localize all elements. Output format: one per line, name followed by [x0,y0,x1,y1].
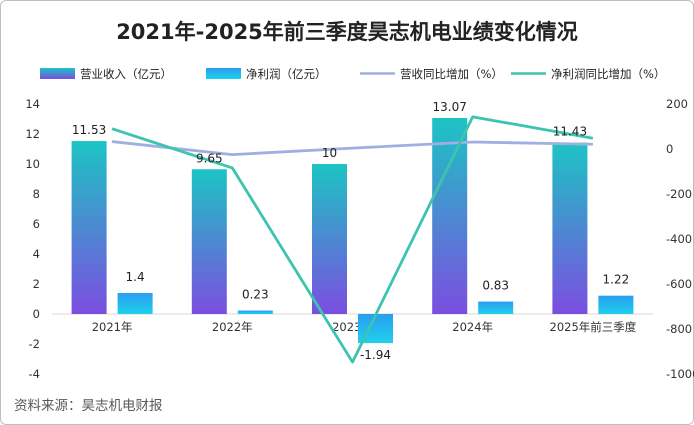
bar-revenue [552,142,588,314]
data-label-revenue: 11.53 [72,123,106,137]
data-label-profit: 1.4 [126,270,145,284]
y-right-tick-label: -400 [666,232,692,246]
y-right-tick-label: 200 [666,97,688,111]
x-tick-label: 2022年 [212,320,253,334]
chart-title: 2021年-2025年前三季度昊志机电业绩变化情况 [116,20,578,44]
y-left-tick-label: -4 [29,367,40,381]
bar-profit [117,293,153,314]
x-tick-label: 2024年 [452,320,493,334]
data-label-profit: 1.22 [603,273,630,287]
data-label-revenue: 11.43 [553,125,587,139]
data-label-revenue: 13.07 [433,100,467,114]
y-left-tick-label: -2 [29,337,40,351]
data-label-revenue: 10 [322,146,337,160]
legend-swatch-profit [206,68,241,79]
legend-label-profit-growth: 净利润同比增加（%） [551,67,665,81]
y-left-tick-label: 10 [25,157,40,171]
y-left-tick-label: 12 [25,127,40,141]
axes: -4 -2 0 2 4 6 8 10 12 14 -1000 -800 -600 -400 -200 0 200… [25,97,694,381]
y-right-tick-label: -200 [666,187,692,201]
legend-label-revenue-growth: 营收同比增加（%） [400,67,503,81]
y-left-tick-label: 0 [33,307,40,321]
source-note: 资料来源：昊志机电财报 [14,398,163,414]
bar-revenue [71,141,107,314]
y-left-tick-label: 4 [33,247,40,261]
legend: 营业收入（亿元） 净利润（亿元） 营收同比增加（%） 净利润同比增加（%） [40,67,665,81]
y-left-tick-label: 8 [33,187,40,201]
line-revenue-growth [111,140,593,157]
x-tick-label: 2025年前三季度 [550,320,637,334]
line-profit-growth [111,115,594,364]
y-right-tick-label: 0 [666,142,673,156]
x-tick-label: 2021年 [92,320,133,334]
bar-profit [478,301,514,314]
y-right-tick-label: -1000 [666,367,694,381]
data-label-profit: 0.23 [242,288,269,302]
data-label-revenue: 9.65 [196,151,223,165]
y-left-tick-label: 6 [33,217,40,231]
bar-revenue [432,117,468,314]
y-left-tick-label: 14 [25,97,40,111]
y-right-tick-label: -600 [666,277,692,291]
bar-profit [237,310,273,314]
legend-swatch-revenue [40,68,75,79]
data-label-profit: -1.94 [360,348,391,362]
legend-label-profit: 净利润（亿元） [246,67,327,81]
legend-label-revenue: 营业收入（亿元） [80,67,172,81]
data-labels: 11.53 1.4 9.65 0.23 10 -1.94 13.07 0.83 11.43 1.2… [72,100,629,362]
lines [111,115,594,364]
bars [71,117,634,344]
y-right-tick-label: -800 [666,322,692,336]
bar-revenue [191,169,227,314]
bar-profit [598,295,634,314]
bar-revenue [312,164,347,314]
y-left-tick-label: 2 [33,277,40,291]
data-label-profit: 0.83 [482,279,509,293]
